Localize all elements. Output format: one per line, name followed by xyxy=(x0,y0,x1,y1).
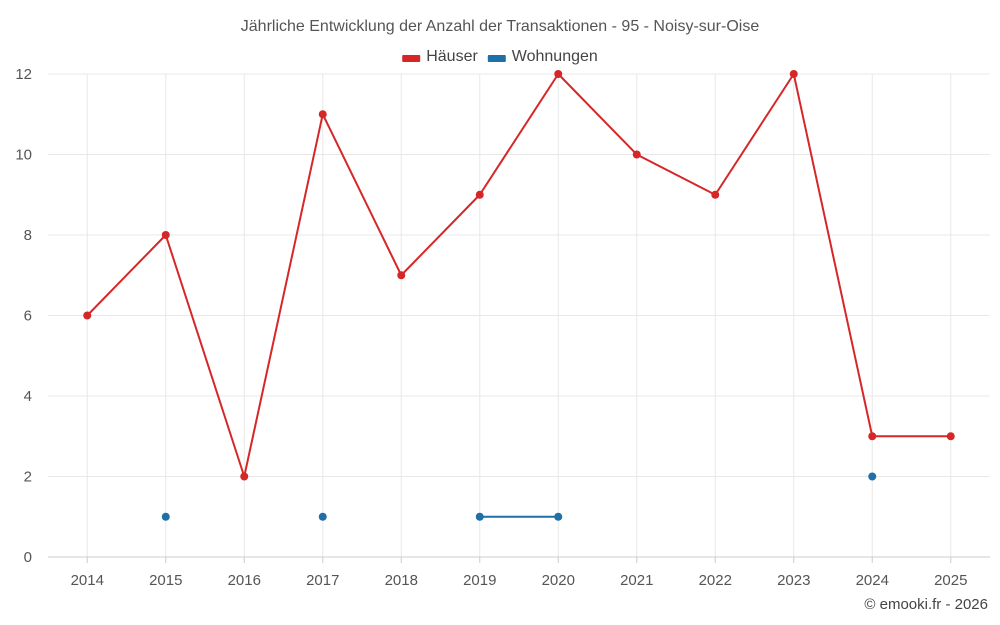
data-point[interactable] xyxy=(83,311,92,320)
x-tick-label: 2023 xyxy=(777,572,810,589)
y-tick-label: 6 xyxy=(24,308,32,325)
y-tick-label: 10 xyxy=(15,147,32,164)
data-point[interactable] xyxy=(554,70,563,78)
y-tick-label: 8 xyxy=(24,227,32,244)
y-tick-label: 2 xyxy=(24,469,32,486)
legend-label: Häuser xyxy=(426,48,478,65)
series-1 xyxy=(83,70,955,481)
credit-text: © emooki.fr - 2026 xyxy=(864,596,988,613)
x-tick-label: 2015 xyxy=(149,572,182,589)
x-tick-label: 2024 xyxy=(856,572,889,589)
x-tick-label: 2014 xyxy=(71,572,104,589)
data-point[interactable] xyxy=(161,231,170,239)
grid xyxy=(48,73,990,557)
data-point[interactable] xyxy=(554,512,563,521)
data-point[interactable] xyxy=(711,190,720,199)
x-tick-label: 2019 xyxy=(463,572,496,589)
data-point[interactable] xyxy=(868,472,877,481)
legend-swatch xyxy=(402,55,421,62)
data-point[interactable] xyxy=(475,512,484,521)
data-point[interactable] xyxy=(789,70,798,78)
x-tick-label: 2018 xyxy=(385,572,418,589)
data-point[interactable] xyxy=(868,432,877,441)
data-point[interactable] xyxy=(946,432,955,441)
x-tick-label: 2016 xyxy=(228,572,261,589)
legend-label: Wohnungen xyxy=(512,48,598,65)
series-2 xyxy=(161,472,877,521)
series-line xyxy=(86,73,951,478)
x-tick-label: 2022 xyxy=(699,572,732,589)
chart-title: Jährliche Entwicklung der Anzahl der Tra… xyxy=(241,18,760,35)
data-point[interactable] xyxy=(318,512,327,521)
data-point[interactable] xyxy=(632,150,641,159)
data-point[interactable] xyxy=(397,271,406,280)
y-tick-label: 4 xyxy=(24,388,32,405)
legend-item[interactable]: Häuser xyxy=(402,48,478,65)
x-tick-label: 2020 xyxy=(542,572,575,589)
data-point[interactable] xyxy=(318,110,327,119)
legend-item[interactable]: Wohnungen xyxy=(487,48,598,65)
legend-swatch xyxy=(487,55,506,62)
series xyxy=(83,70,955,521)
data-point[interactable] xyxy=(475,190,484,199)
y-tick-label: 0 xyxy=(24,549,32,566)
axes: 0 2 4 6 8 10 12 2014 2015 2016 2017 2018 2019 2020 202… xyxy=(15,66,990,589)
legend: Häuser Wohnungen xyxy=(402,48,598,65)
data-point[interactable] xyxy=(240,472,249,481)
y-tick-label: 12 xyxy=(15,66,32,83)
x-tick-label: 2021 xyxy=(620,572,653,589)
x-tick-label: 2017 xyxy=(306,572,339,589)
x-tick-label: 2025 xyxy=(934,572,967,589)
data-point[interactable] xyxy=(161,512,170,521)
